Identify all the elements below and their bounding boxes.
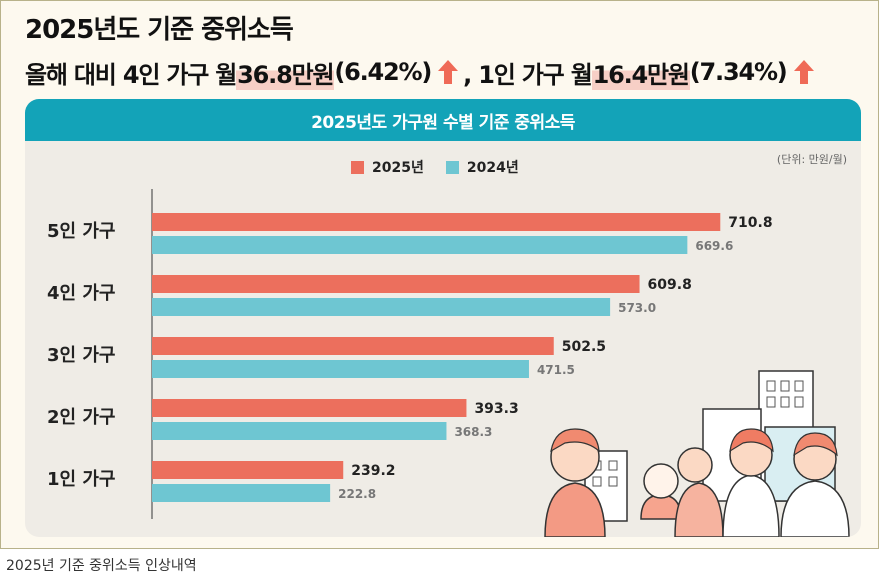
bar-2025	[152, 213, 721, 231]
bar-2025	[152, 275, 640, 293]
subtitle-highlight-4person: 36.8만원	[236, 54, 335, 90]
legend-item-2025: 2025년	[351, 157, 424, 177]
bar-2025	[152, 461, 344, 479]
category-label: 4인 가구	[47, 283, 115, 304]
legend-label-2024: 2024년	[466, 160, 519, 176]
infographic-frame: 2025년도 기준 중위소득 올해 대비 4인 가구 월 36.8만원 (6.4…	[0, 0, 879, 549]
chart-title: 2025년도 가구원 수별 기준 중위소득	[25, 99, 861, 141]
chart-legend: 2025년 2024년	[351, 157, 519, 177]
chart-panel: 2025년도 가구원 수별 기준 중위소득 (단위: 만원/월) 2025년 2…	[25, 99, 861, 537]
bar-2024	[152, 360, 529, 378]
legend-item-2024: 2024년	[445, 157, 519, 177]
family-illustration	[544, 370, 850, 537]
data-label: 669.6	[695, 239, 733, 253]
subtitle-percent-4person: (6.42%)	[334, 58, 432, 86]
legend-label-2025: 2025년	[372, 160, 424, 176]
subtitle-percent-1person: (7.34%)	[689, 58, 788, 86]
subtitle-highlight-1person: 16.4만원	[591, 54, 690, 90]
data-label: 239.2	[351, 463, 395, 479]
data-label: 609.8	[648, 277, 692, 293]
legend-swatch-2025	[351, 160, 364, 174]
legend-swatch-2024	[445, 160, 459, 174]
data-label: 502.5	[562, 339, 606, 355]
bar-chart: 5인 가구 710.8 669.6 4인 가구 609.8 573.0 3인 가구 502.5…	[47, 189, 850, 537]
unit-label: (단위: 만원/월)	[776, 153, 847, 166]
data-label: 710.8	[728, 215, 772, 231]
up-arrow-icon	[793, 60, 814, 84]
data-label: 573.0	[618, 301, 656, 315]
bar-2024	[152, 484, 331, 502]
data-label: 222.8	[338, 487, 376, 501]
bar-2024	[152, 298, 611, 316]
headline-subtitle: 올해 대비 4인 가구 월 36.8만원 (6.42%) , 1인 가구 월 1…	[25, 54, 819, 90]
data-label: 393.3	[474, 401, 518, 417]
bar-2024	[152, 422, 447, 440]
bar-2025	[152, 337, 554, 355]
bar-2025	[152, 399, 467, 417]
category-label: 5인 가구	[47, 221, 115, 242]
bar-2024	[152, 236, 688, 254]
subtitle-middle: , 1인 가구 월	[463, 60, 593, 89]
up-arrow-icon	[438, 60, 459, 84]
headline-title: 2025년도 기준 중위소득	[25, 15, 294, 45]
subtitle-prefix: 올해 대비 4인 가구 월	[25, 60, 237, 89]
image-caption: 2025년 기준 중위소득 인상내역	[6, 558, 197, 574]
data-label: 368.3	[454, 425, 492, 439]
category-label: 1인 가구	[47, 469, 115, 490]
baby-icon	[643, 463, 679, 499]
person-icon	[677, 447, 713, 483]
data-label: 471.5	[537, 363, 575, 377]
category-label: 2인 가구	[47, 407, 115, 428]
category-label: 3인 가구	[47, 345, 115, 366]
